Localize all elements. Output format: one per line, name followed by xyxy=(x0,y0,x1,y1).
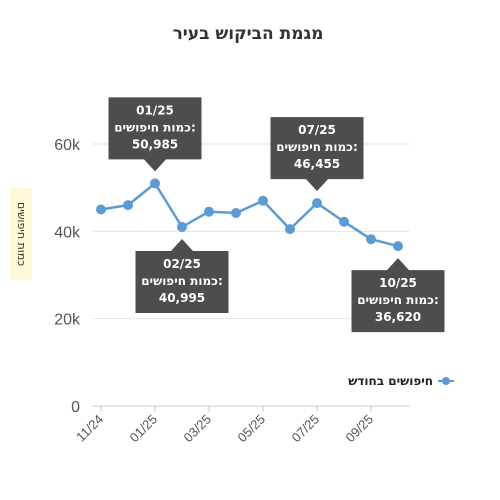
annotation-tooltip: 01/25 כמות חיפושים: 50,985 xyxy=(108,97,202,172)
legend-marker-icon xyxy=(442,377,450,385)
annotation-tooltip: 10/25 כמות חיפושים: 36,620 xyxy=(351,258,445,333)
x-tick-label: 03/25 xyxy=(181,412,215,446)
data-point[interactable] xyxy=(393,241,403,252)
tooltip-text: 10/25 xyxy=(379,276,417,290)
data-point[interactable] xyxy=(123,200,133,211)
x-tick-label: 09/25 xyxy=(343,412,377,446)
tooltip-text: כמות חיפושים: xyxy=(357,293,439,307)
annotation-layer: 01/25 כמות חיפושים: 50,985 02/25 כמות חיפושי… xyxy=(108,97,445,333)
y-tick-label: 60k xyxy=(54,137,81,154)
legend-label: חיפושים בחודש xyxy=(348,374,433,388)
tooltip-text: 40,995 xyxy=(159,291,205,305)
tooltip-text: 07/25 xyxy=(298,123,336,137)
tooltip-box xyxy=(108,97,202,172)
y-axis-label-bg xyxy=(10,188,32,280)
tooltip-text: 50,985 xyxy=(132,137,178,151)
legend[interactable]: חיפושים בחודש xyxy=(348,374,454,388)
annotation-tooltip: 07/25 כמות חיפושים: 46,455 xyxy=(270,117,364,192)
tooltip-text: כמות חיפושים: xyxy=(141,274,223,288)
x-tick-label: 01/25 xyxy=(127,412,161,446)
tooltip-box xyxy=(270,117,364,192)
y-tick-label: 0 xyxy=(71,399,80,416)
series-line xyxy=(100,181,399,248)
x-tick-label: 05/25 xyxy=(235,412,269,446)
series-layer xyxy=(96,178,403,252)
data-point[interactable] xyxy=(204,206,214,217)
data-point[interactable] xyxy=(258,195,268,206)
tooltip-text: 36,620 xyxy=(375,310,421,324)
tooltip-text: כמות חיפושים: xyxy=(114,120,196,134)
data-point[interactable] xyxy=(366,234,376,245)
tooltip-box xyxy=(135,238,229,313)
data-point[interactable] xyxy=(177,221,187,232)
y-tick-label: 40k xyxy=(54,224,81,241)
data-point[interactable] xyxy=(150,178,160,189)
data-point[interactable] xyxy=(285,224,295,235)
x-axis: 11/24 01/25 03/25 05/25 07/25 09/25 xyxy=(73,405,410,446)
tooltip-text: כמות חיפושים: xyxy=(276,140,358,154)
y-tick-labels: 0 20k 40k 60k xyxy=(54,137,81,416)
tooltip-text: 46,455 xyxy=(294,157,340,171)
y-tick-label: 20k xyxy=(54,312,81,329)
tooltip-text: 02/25 xyxy=(163,257,201,271)
tooltip-text: 01/25 xyxy=(136,103,174,117)
data-point[interactable] xyxy=(96,204,106,215)
x-tick-label: 07/25 xyxy=(289,412,323,446)
x-tick-label: 11/24 xyxy=(73,412,106,445)
y-axis-label: כמות חיפושים xyxy=(15,202,28,266)
chart-title: מגמת הביקוש בעיר xyxy=(173,24,324,44)
data-point[interactable] xyxy=(312,198,322,209)
data-point[interactable] xyxy=(231,207,241,218)
data-point[interactable] xyxy=(339,216,349,227)
annotation-tooltip: 02/25 כמות חיפושים: 40,995 xyxy=(135,238,229,313)
tooltip-box xyxy=(351,258,445,333)
